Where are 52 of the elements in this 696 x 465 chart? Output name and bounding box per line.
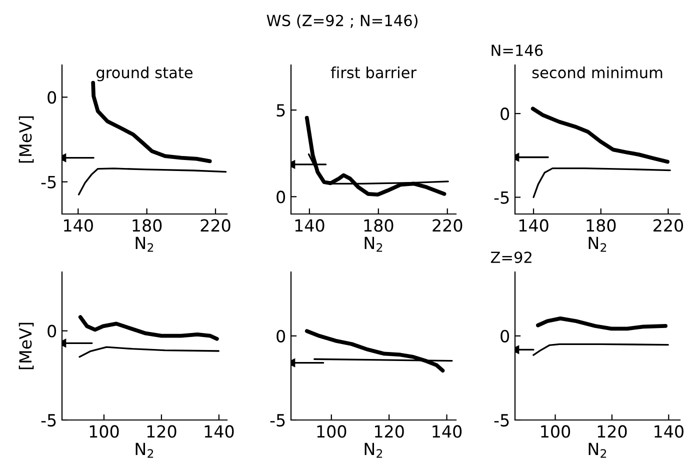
x-tick-label: 100 [317, 425, 346, 438]
x-tick-label: 100 [90, 425, 119, 438]
y-tick-label: 0 [500, 108, 510, 120]
line-series [78, 315, 219, 341]
x-tick-label: 180 [586, 219, 616, 232]
x-axis-title: N$_{2}$ [136, 236, 154, 252]
x-tick-label: 140 [64, 219, 93, 232]
x-axis-title: N$_{2}$ [364, 442, 382, 458]
x-tick-label: 180 [364, 219, 394, 232]
chart-title: ground state [96, 66, 192, 82]
y-tick-label: -5 [270, 414, 285, 427]
x-tick-label: 180 [132, 219, 162, 232]
x-tick-label: 100 [541, 425, 570, 438]
y-tick-label: 0 [48, 324, 56, 338]
x-tick-label: 140 [654, 425, 684, 438]
y-tick-label: -5 [41, 414, 56, 427]
y-tick-label: 0 [276, 190, 286, 204]
x-axis-title: N$_{2}$ [588, 442, 606, 458]
y-tick-label: 5 [276, 104, 285, 117]
y-tick-label: -5 [494, 191, 509, 204]
x-tick-label: 120 [147, 425, 176, 438]
y-tick-label: -5 [494, 414, 509, 427]
x-tick-label: 220 [654, 219, 684, 232]
y-tick-label: -5 [41, 176, 56, 188]
line-series [78, 168, 227, 196]
x-tick-label: 140 [519, 219, 548, 232]
x-tick-label: 140 [432, 425, 462, 438]
y-tick-label: 0 [48, 91, 56, 104]
y-tick-label: 0 [276, 330, 286, 342]
text: N=146 [492, 44, 543, 56]
line-series [532, 167, 671, 198]
y-axis-title: [MeV] [18, 116, 34, 163]
x-axis-title: N$_{2}$ [136, 442, 154, 458]
x-axis-title: N$_{2}$ [588, 236, 606, 252]
x-tick-label: 140 [295, 219, 324, 232]
y-tick-label: 0 [500, 330, 510, 342]
line-series [78, 346, 220, 358]
line-series [536, 316, 668, 331]
y-axis-title: [MeV] [18, 322, 34, 370]
x-tick-label: 120 [598, 425, 627, 438]
chart-title: second minimum [532, 66, 662, 78]
text: WS (Z=92 ; N=146) [266, 14, 418, 28]
text: Z=92 [490, 252, 532, 264]
x-tick-label: 120 [375, 425, 404, 438]
chart-title: first barrier [330, 66, 416, 78]
line-series [530, 106, 670, 164]
x-tick-label: 140 [204, 425, 234, 438]
x-tick-label: 220 [432, 219, 462, 232]
x-tick-label: 220 [200, 219, 230, 232]
x-axis-title: N$_{2}$ [364, 236, 382, 252]
line-series [91, 80, 212, 164]
line-series [532, 343, 669, 356]
